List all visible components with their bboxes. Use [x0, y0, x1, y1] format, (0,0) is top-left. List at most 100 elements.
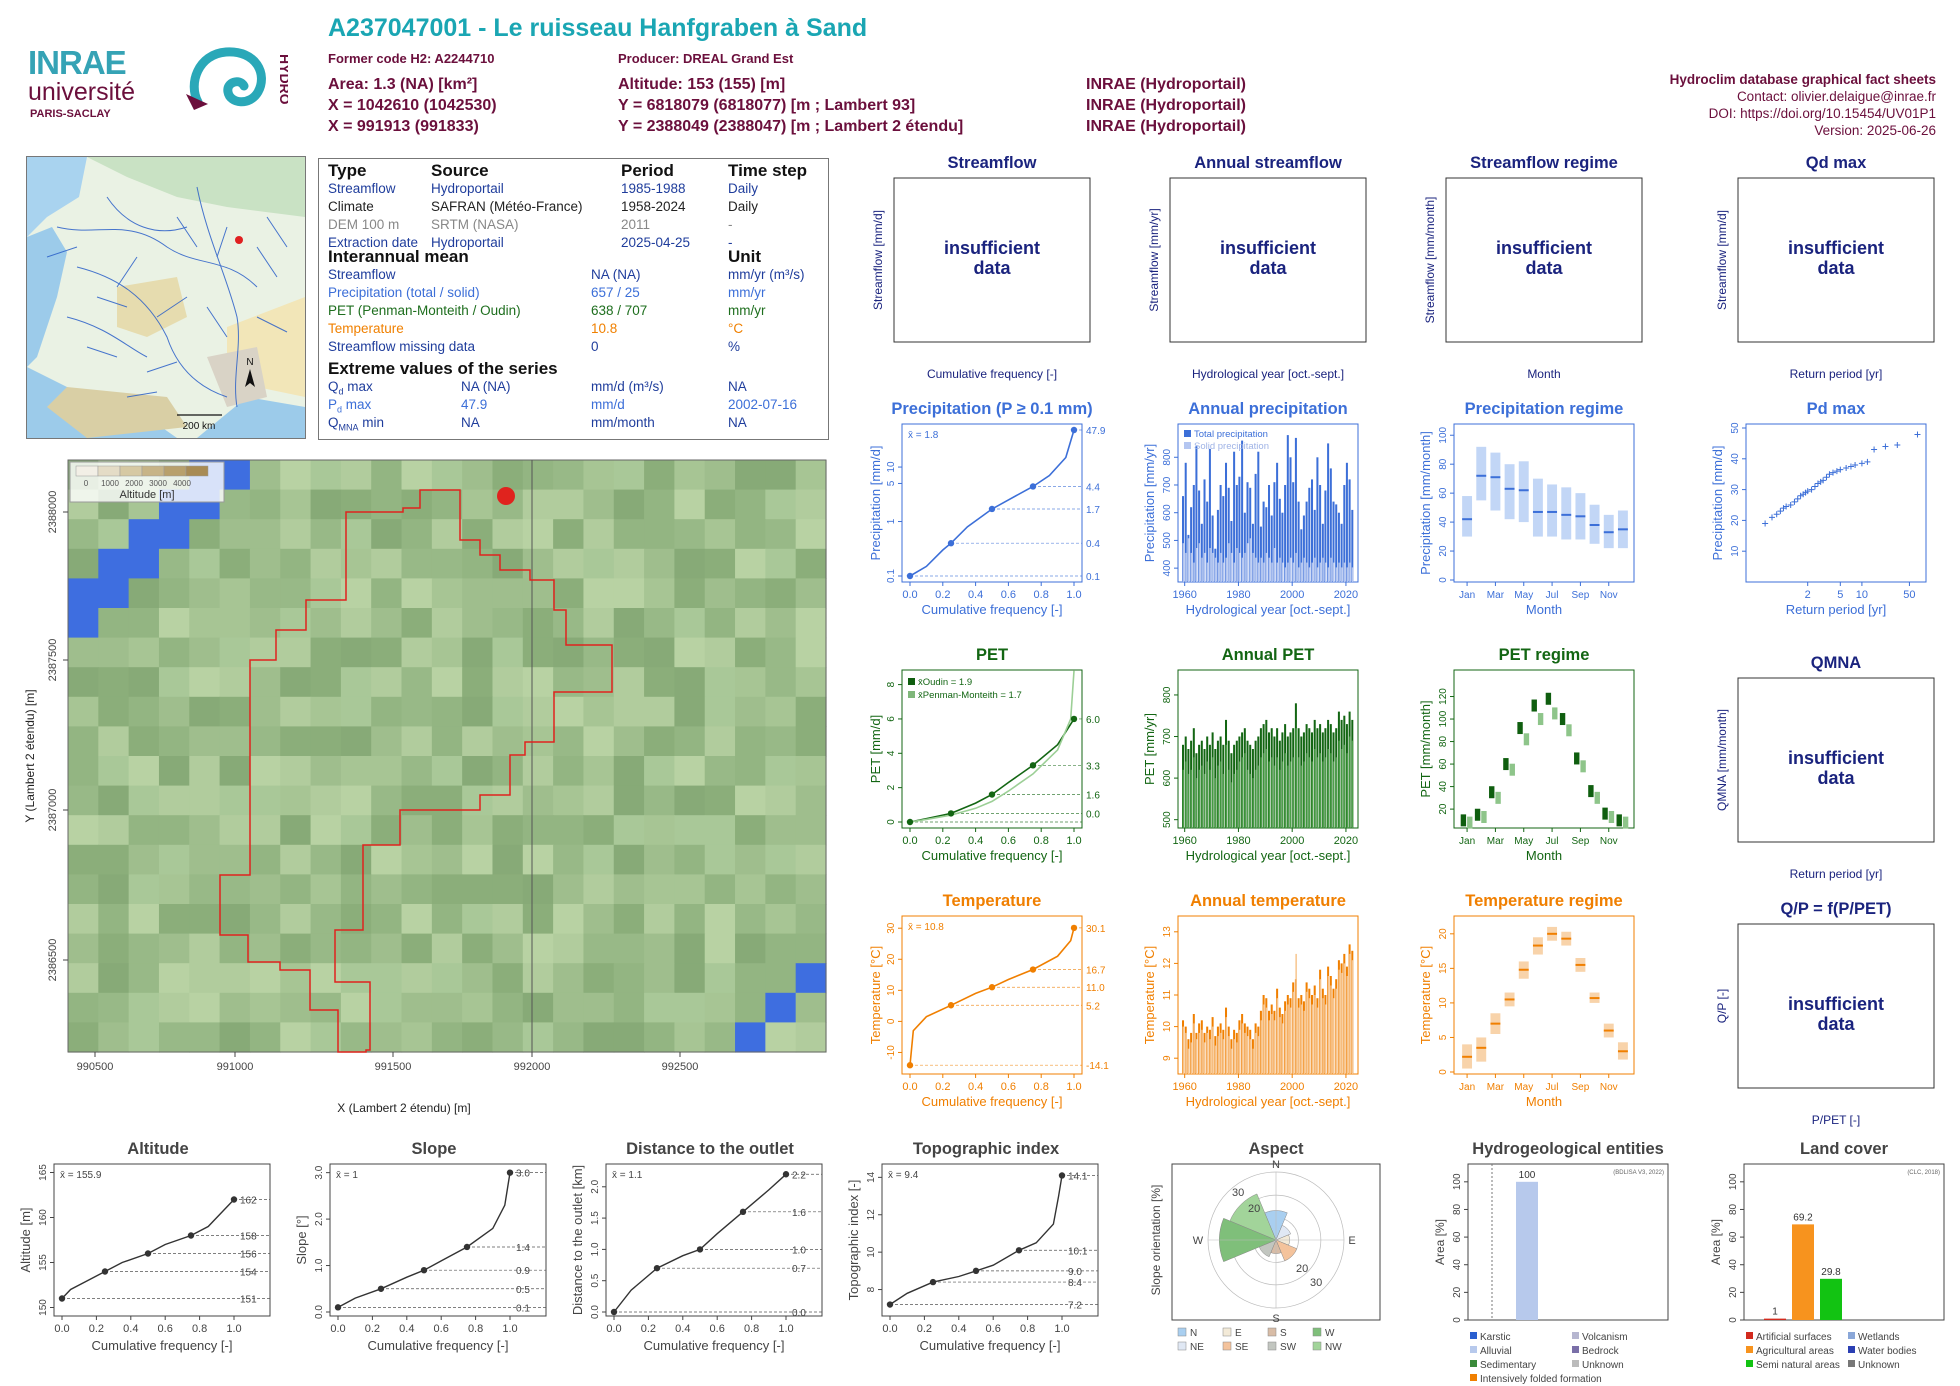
- year-bar-secondary: [1311, 1004, 1313, 1074]
- right-tick: 1.0: [792, 1245, 806, 1256]
- mean-label: x̄ = 1.1: [612, 1170, 643, 1181]
- dem-cell: [583, 489, 615, 520]
- regime-box: [1504, 464, 1515, 520]
- legend-label: x̄Penman-Monteith = 1.7: [918, 690, 1022, 701]
- year-bar-secondary: [1214, 557, 1217, 582]
- dem-cell: [704, 489, 736, 520]
- year-bar-secondary: [1343, 963, 1346, 1074]
- panel-title: Annual precipitation: [1188, 400, 1348, 418]
- ytick: 1.5: [590, 1211, 601, 1225]
- dem-cell: [462, 667, 494, 698]
- regime-box-oudin: [1474, 808, 1481, 821]
- extreme-unit: mm/d: [591, 397, 625, 412]
- dem-cell: [98, 667, 130, 698]
- dem-cell: [340, 756, 372, 787]
- dem-cell: [431, 726, 463, 757]
- axis-label: PET [mm/yr]: [1142, 713, 1157, 785]
- year-bar-secondary: [1182, 769, 1184, 828]
- axis-label: Distance to the outlet [km]: [570, 1165, 585, 1315]
- y-lambert2: Y = 2388049 (2388047) [m ; Lambert 2 éte…: [618, 118, 964, 135]
- xtick: Jan: [1459, 836, 1475, 847]
- dem-cell: [765, 785, 797, 816]
- year-bar-secondary: [1325, 1004, 1327, 1074]
- dem-cell: [644, 785, 675, 816]
- year-bar-secondary: [1306, 991, 1308, 1074]
- insufficient-msg: insufficient: [1788, 238, 1884, 258]
- dem-cell: [462, 637, 494, 668]
- dem-cell: [765, 578, 797, 609]
- legend-swatch: [1267, 1341, 1277, 1351]
- year-bar-secondary: [1316, 757, 1319, 828]
- dem-cell: [704, 578, 736, 609]
- year-bar-secondary: [1263, 1004, 1265, 1074]
- panel-title: Altitude: [127, 1140, 188, 1158]
- regime-box-pm: [1481, 810, 1487, 823]
- dem-cell: [492, 815, 524, 846]
- year-bar-secondary: [1236, 548, 1238, 582]
- panel-title: Slope: [412, 1140, 457, 1158]
- xtick: 0.6: [710, 1323, 725, 1335]
- dem-cell: [644, 489, 675, 520]
- year-bar-secondary: [1276, 757, 1279, 828]
- year-bar-secondary: [1257, 1036, 1260, 1074]
- dem-cell: [310, 489, 342, 520]
- dem-cell: [462, 578, 494, 609]
- bar-label: 29.8: [1821, 1267, 1841, 1278]
- ytick: 10: [1730, 545, 1741, 557]
- xtick: Jan: [1459, 590, 1475, 601]
- year-bar-secondary: [1241, 1023, 1244, 1074]
- year-bar-secondary: [1303, 1010, 1305, 1074]
- panel-title: Temperature regime: [1465, 892, 1622, 910]
- ytick: 500: [1162, 532, 1173, 549]
- ytick: 0: [1438, 1069, 1449, 1075]
- interannual-value: NA (NA): [591, 267, 641, 282]
- xtick: 0.2: [935, 1081, 950, 1093]
- year-bar-secondary: [1303, 761, 1305, 828]
- return-point: [1823, 474, 1830, 481]
- dem-cell: [522, 489, 554, 520]
- year-bar-secondary: [1252, 1048, 1254, 1074]
- ytick: 80: [1438, 458, 1449, 470]
- dem-cell: [371, 785, 403, 816]
- info-source: SAFRAN (Météo-France): [431, 199, 583, 214]
- ytick: 1.0: [590, 1242, 601, 1256]
- dem-cell: [219, 637, 251, 668]
- dem-cell: [158, 844, 190, 875]
- interannual-name: Streamflow: [328, 267, 396, 282]
- year-bar-secondary: [1314, 995, 1316, 1074]
- year-bar: [1345, 462, 1348, 582]
- land_cover-chart: Land cover (CLC, 2018) 1 69.2 29.8 0 20 40 60 80 1…: [1709, 1140, 1945, 1371]
- quantile-point: [610, 1308, 618, 1316]
- dem-cell: [795, 608, 827, 639]
- return-point: [1780, 505, 1787, 512]
- year-bar-secondary: [1187, 538, 1190, 582]
- dem-cell: [401, 815, 433, 846]
- xtick: 2000: [1280, 835, 1304, 847]
- xtick: 0.8: [468, 1323, 483, 1335]
- quantile-point: [653, 1264, 661, 1272]
- xtick: Jul: [1546, 836, 1559, 847]
- year-bar-secondary: [1319, 753, 1322, 828]
- dem-cell: [310, 667, 342, 698]
- dem-cell: [522, 667, 554, 698]
- year-bar-secondary: [1306, 753, 1308, 828]
- right-tick: 11.0: [1086, 983, 1105, 994]
- dem-cell: [644, 756, 675, 787]
- freq-curve: [889, 1175, 1063, 1306]
- year-bar-secondary: [1341, 749, 1343, 828]
- right-tick: 151: [240, 1295, 257, 1306]
- dem-cell: [613, 608, 645, 639]
- compass-label: E: [1348, 1235, 1355, 1247]
- dem-cell: [644, 548, 675, 579]
- dem-cell: [431, 578, 463, 609]
- year-bar-secondary: [1276, 998, 1279, 1074]
- return-point: [1794, 495, 1801, 502]
- pd_max-chart: Pd max 2 5 10 50 10 20 30 40 50 Return period [yr]…: [1710, 400, 1927, 617]
- dem-cell: [249, 756, 281, 787]
- year-bar-secondary: [1308, 998, 1311, 1074]
- year-bar-secondary: [1303, 557, 1305, 582]
- year-bar-secondary: [1263, 753, 1265, 828]
